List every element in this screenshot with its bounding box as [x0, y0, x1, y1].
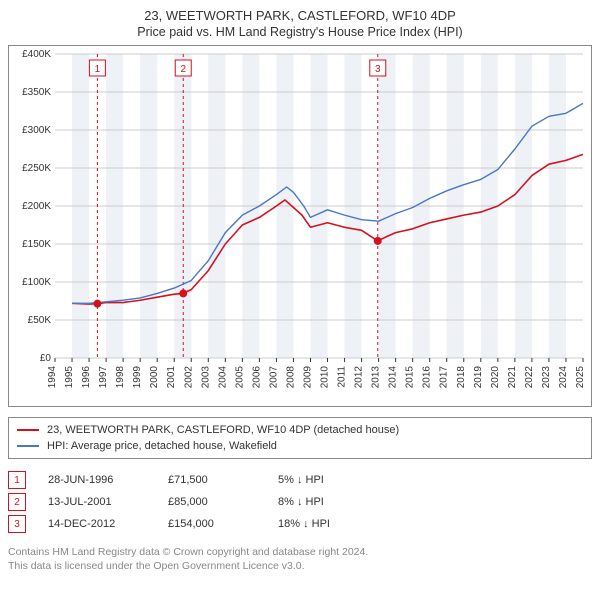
svg-text:2020: 2020	[490, 366, 501, 389]
svg-text:£350K: £350K	[22, 87, 51, 98]
svg-text:3: 3	[375, 64, 381, 75]
svg-text:2024: 2024	[558, 366, 569, 389]
svg-text:2017: 2017	[439, 366, 450, 389]
chart-subtitle: Price paid vs. HM Land Registry's House …	[8, 25, 592, 39]
svg-text:2023: 2023	[541, 366, 552, 389]
legend-label: HPI: Average price, detached house, Wake…	[47, 440, 277, 452]
svg-text:1995: 1995	[64, 366, 75, 389]
transaction-price: £71,500	[168, 474, 278, 486]
svg-text:2003: 2003	[200, 366, 211, 389]
svg-text:1994: 1994	[47, 366, 58, 389]
svg-text:£250K: £250K	[22, 163, 51, 174]
svg-text:2019: 2019	[473, 366, 484, 389]
svg-text:2005: 2005	[234, 366, 245, 389]
svg-text:£200K: £200K	[22, 201, 51, 212]
svg-text:2001: 2001	[166, 366, 177, 389]
svg-text:2021: 2021	[507, 366, 518, 389]
svg-text:2012: 2012	[354, 366, 365, 389]
transaction-row: 3 14-DEC-2012£154,00018% ↓ HPI	[8, 513, 592, 535]
svg-text:£300K: £300K	[22, 125, 51, 136]
svg-text:2013: 2013	[371, 366, 382, 389]
transaction-delta: 18% ↓ HPI	[278, 518, 398, 530]
svg-text:2022: 2022	[524, 366, 535, 389]
transactions-table: 1 28-JUN-1996£71,5005% ↓ HPI 2 13-JUL-2001£…	[8, 469, 592, 535]
svg-text:£50K: £50K	[28, 315, 52, 326]
legend-item: 23, WEETWORTH PARK, CASTLEFORD, WF10 4DP…	[17, 422, 583, 438]
svg-text:£150K: £150K	[22, 239, 51, 250]
transaction-date: 13-JUL-2001	[48, 496, 168, 508]
chart-title: 23, WEETWORTH PARK, CASTLEFORD, WF10 4DP	[8, 8, 592, 23]
svg-text:2: 2	[180, 64, 186, 75]
svg-text:2014: 2014	[388, 366, 399, 389]
svg-text:£0: £0	[40, 353, 52, 364]
transaction-price: £154,000	[168, 518, 278, 530]
chart-svg: £0 £50K £100K £150K £200K £250K £300K £350K £400…	[9, 46, 591, 406]
transaction-marker-badge: 3	[8, 515, 26, 533]
attribution-footer: Contains HM Land Registry data © Crown c…	[8, 545, 592, 573]
transaction-delta: 5% ↓ HPI	[278, 474, 398, 486]
svg-text:2025: 2025	[575, 366, 586, 389]
svg-text:1: 1	[95, 64, 101, 75]
svg-text:2016: 2016	[422, 366, 433, 389]
svg-text:1997: 1997	[98, 366, 109, 389]
transaction-marker-badge: 1	[8, 471, 26, 489]
footer-line: Contains HM Land Registry data © Crown c…	[8, 545, 592, 559]
svg-text:2008: 2008	[285, 366, 296, 389]
svg-text:£100K: £100K	[22, 277, 51, 288]
svg-text:2007: 2007	[268, 366, 279, 389]
svg-text:2011: 2011	[337, 366, 348, 388]
transaction-price: £85,000	[168, 496, 278, 508]
svg-text:2010: 2010	[320, 366, 331, 389]
legend-label: 23, WEETWORTH PARK, CASTLEFORD, WF10 4DP…	[47, 424, 399, 436]
price-chart: £0 £50K £100K £150K £200K £250K £300K £350K £400…	[8, 45, 592, 407]
legend-item: HPI: Average price, detached house, Wake…	[17, 438, 583, 454]
legend-swatch	[17, 429, 39, 431]
legend: 23, WEETWORTH PARK, CASTLEFORD, WF10 4DP…	[8, 417, 592, 459]
footer-line: This data is licensed under the Open Gov…	[8, 559, 592, 573]
svg-text:2018: 2018	[456, 366, 467, 389]
transaction-delta: 8% ↓ HPI	[278, 496, 398, 508]
svg-text:2000: 2000	[149, 366, 160, 389]
svg-text:2015: 2015	[405, 366, 416, 389]
svg-text:1999: 1999	[132, 366, 143, 389]
transaction-row: 2 13-JUL-2001£85,0008% ↓ HPI	[8, 491, 592, 513]
svg-text:£400K: £400K	[22, 49, 51, 60]
svg-text:2004: 2004	[217, 366, 228, 389]
transaction-date: 28-JUN-1996	[48, 474, 168, 486]
legend-swatch	[17, 445, 39, 447]
svg-text:2009: 2009	[302, 366, 313, 389]
svg-text:2006: 2006	[251, 366, 262, 389]
transaction-date: 14-DEC-2012	[48, 518, 168, 530]
svg-text:1996: 1996	[81, 366, 92, 389]
svg-text:1998: 1998	[115, 366, 126, 389]
svg-text:2002: 2002	[183, 366, 194, 389]
transaction-marker-badge: 2	[8, 493, 26, 511]
transaction-row: 1 28-JUN-1996£71,5005% ↓ HPI	[8, 469, 592, 491]
